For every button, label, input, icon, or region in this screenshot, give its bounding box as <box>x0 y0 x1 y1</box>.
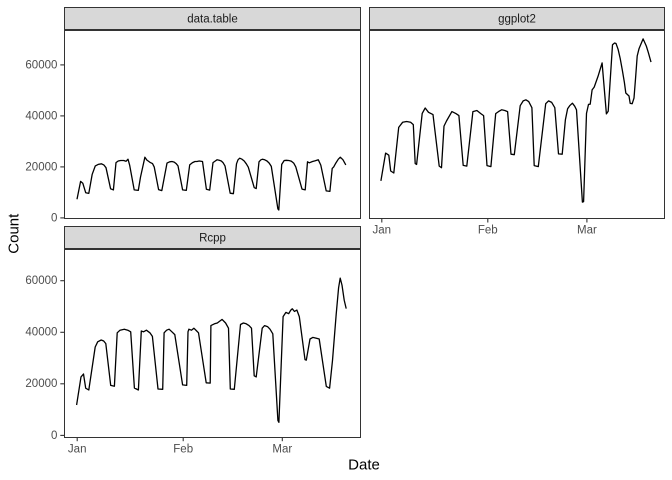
svg-text:0: 0 <box>51 430 57 442</box>
svg-text:Feb: Feb <box>478 225 498 237</box>
svg-text:Date: Date <box>348 457 380 474</box>
svg-text:Mar: Mar <box>577 225 597 237</box>
svg-text:Rcpp: Rcpp <box>199 232 226 244</box>
svg-text:Mar: Mar <box>272 443 292 455</box>
svg-text:60000: 60000 <box>25 59 57 71</box>
svg-text:Feb: Feb <box>173 443 193 455</box>
svg-text:20000: 20000 <box>25 161 57 173</box>
svg-text:20000: 20000 <box>25 378 57 390</box>
svg-text:data.table: data.table <box>187 13 238 25</box>
svg-text:0: 0 <box>51 212 57 224</box>
svg-text:Jan: Jan <box>68 443 87 455</box>
svg-text:40000: 40000 <box>25 327 57 339</box>
svg-text:Count: Count <box>5 213 22 254</box>
svg-text:ggplot2: ggplot2 <box>498 13 536 25</box>
svg-text:40000: 40000 <box>25 110 57 122</box>
svg-text:60000: 60000 <box>25 275 57 287</box>
svg-text:Jan: Jan <box>373 225 392 237</box>
